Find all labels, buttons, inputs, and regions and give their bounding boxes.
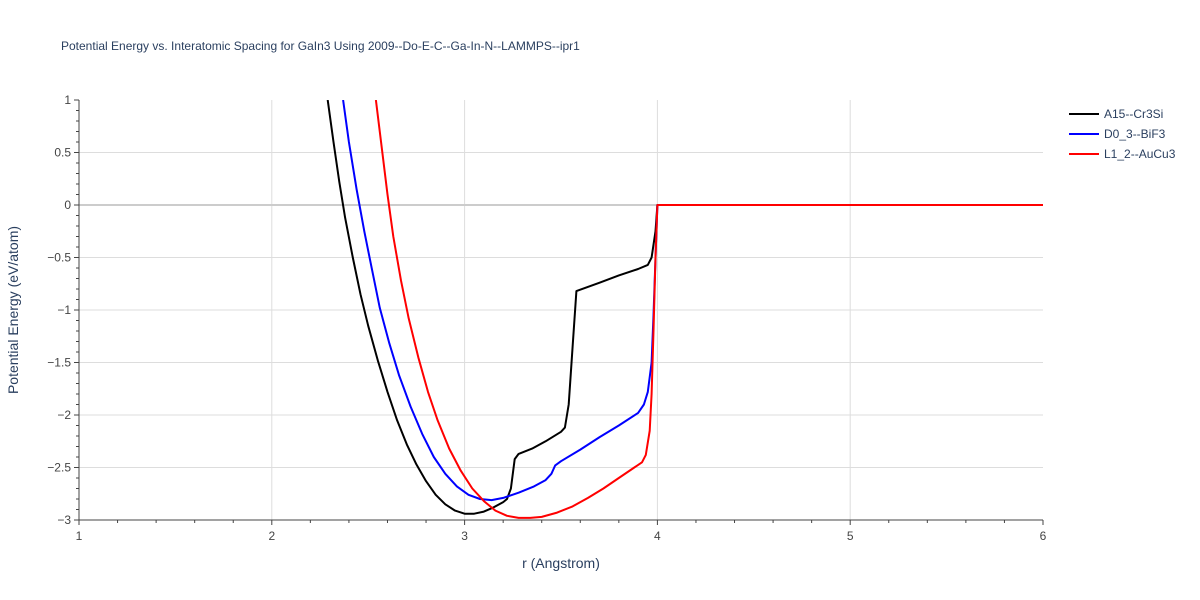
x-tick-label: 1 — [76, 529, 83, 543]
x-tick-label: 5 — [847, 529, 854, 543]
y-tick-label: −2.5 — [47, 461, 71, 475]
legend-label-0[interactable]: A15--Cr3Si — [1104, 107, 1163, 121]
y-tick-label: 0.5 — [54, 146, 71, 160]
legend-label-1[interactable]: D0_3--BiF3 — [1104, 127, 1166, 141]
y-tick-label: −0.5 — [47, 251, 71, 265]
y-tick-label: −1.5 — [47, 356, 71, 370]
y-tick-label: −2 — [57, 408, 71, 422]
x-tick-label: 4 — [654, 529, 661, 543]
chart-title: Potential Energy vs. Interatomic Spacing… — [61, 39, 580, 53]
legend-label-2[interactable]: L1_2--AuCu3 — [1104, 147, 1176, 161]
x-axis-title: r (Angstrom) — [522, 555, 600, 571]
y-tick-label: −1 — [57, 303, 71, 317]
series-line-1 — [342, 100, 1043, 502]
y-tick-label: 0 — [64, 198, 71, 212]
x-tick-label: 2 — [268, 529, 275, 543]
x-tick-label: 6 — [1040, 529, 1047, 543]
y-tick-label: −3 — [57, 513, 71, 527]
legend: A15--Cr3Si D0_3--BiF3 L1_2--AuCu3 — [1069, 107, 1176, 161]
plot-series — [326, 100, 1043, 519]
series-line-0 — [326, 100, 1043, 515]
y-tick-label: 1 — [64, 93, 71, 107]
series-line-2 — [374, 100, 1043, 519]
y-axis-title: Potential Energy (eV/atom) — [5, 226, 21, 394]
x-tick-label: 3 — [461, 529, 468, 543]
axis-ticks: 1 2 3 4 5 6 −3 −2.5 −2 −1.5 −1 −0.5 0 0.5 1 — [47, 93, 1046, 543]
